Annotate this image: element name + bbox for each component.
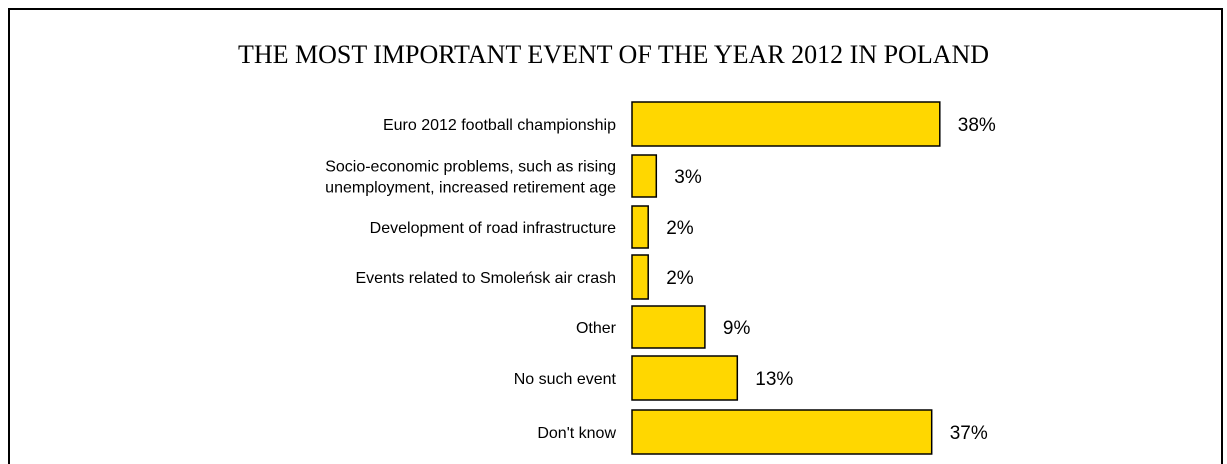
- category-label-1-line-1: unemployment, increased retirement age: [325, 180, 616, 197]
- value-label-6: 37%: [950, 423, 988, 444]
- bar-4: [631, 305, 706, 349]
- value-label-5: 13%: [755, 369, 793, 390]
- value-label-0: 38%: [958, 115, 996, 136]
- category-label-2: Development of road infrastructure: [370, 220, 616, 237]
- bars-layer: [631, 101, 941, 455]
- chart-title: THE MOST IMPORTANT EVENT OF THE YEAR 201…: [237, 40, 990, 69]
- category-label-5: No such event: [514, 371, 617, 388]
- category-label-0: Euro 2012 football championship: [383, 117, 616, 134]
- category-label-4: Other: [576, 320, 617, 337]
- bar-0: [631, 101, 941, 147]
- value-label-3: 2%: [666, 268, 694, 289]
- bar-3: [631, 254, 649, 300]
- bar-6: [631, 409, 933, 455]
- value-label-2: 2%: [666, 218, 694, 239]
- value-labels-layer: 38% 3% 2% 2% 9% 13% 37%: [666, 115, 996, 444]
- value-label-4: 9%: [723, 318, 751, 339]
- bar-2: [631, 205, 649, 249]
- value-label-1: 3%: [674, 167, 702, 188]
- category-labels-layer: Euro 2012 football championship Socio-eco…: [325, 117, 617, 442]
- category-label-6: Don't know: [537, 425, 616, 442]
- category-label-3: Events related to Smoleńsk air crash: [355, 270, 616, 287]
- chart-frame: [8, 8, 1223, 464]
- bar-5: [631, 355, 739, 401]
- bar-1: [631, 154, 658, 198]
- category-label-1-line-0: Socio-economic problems, such as rising: [325, 159, 616, 176]
